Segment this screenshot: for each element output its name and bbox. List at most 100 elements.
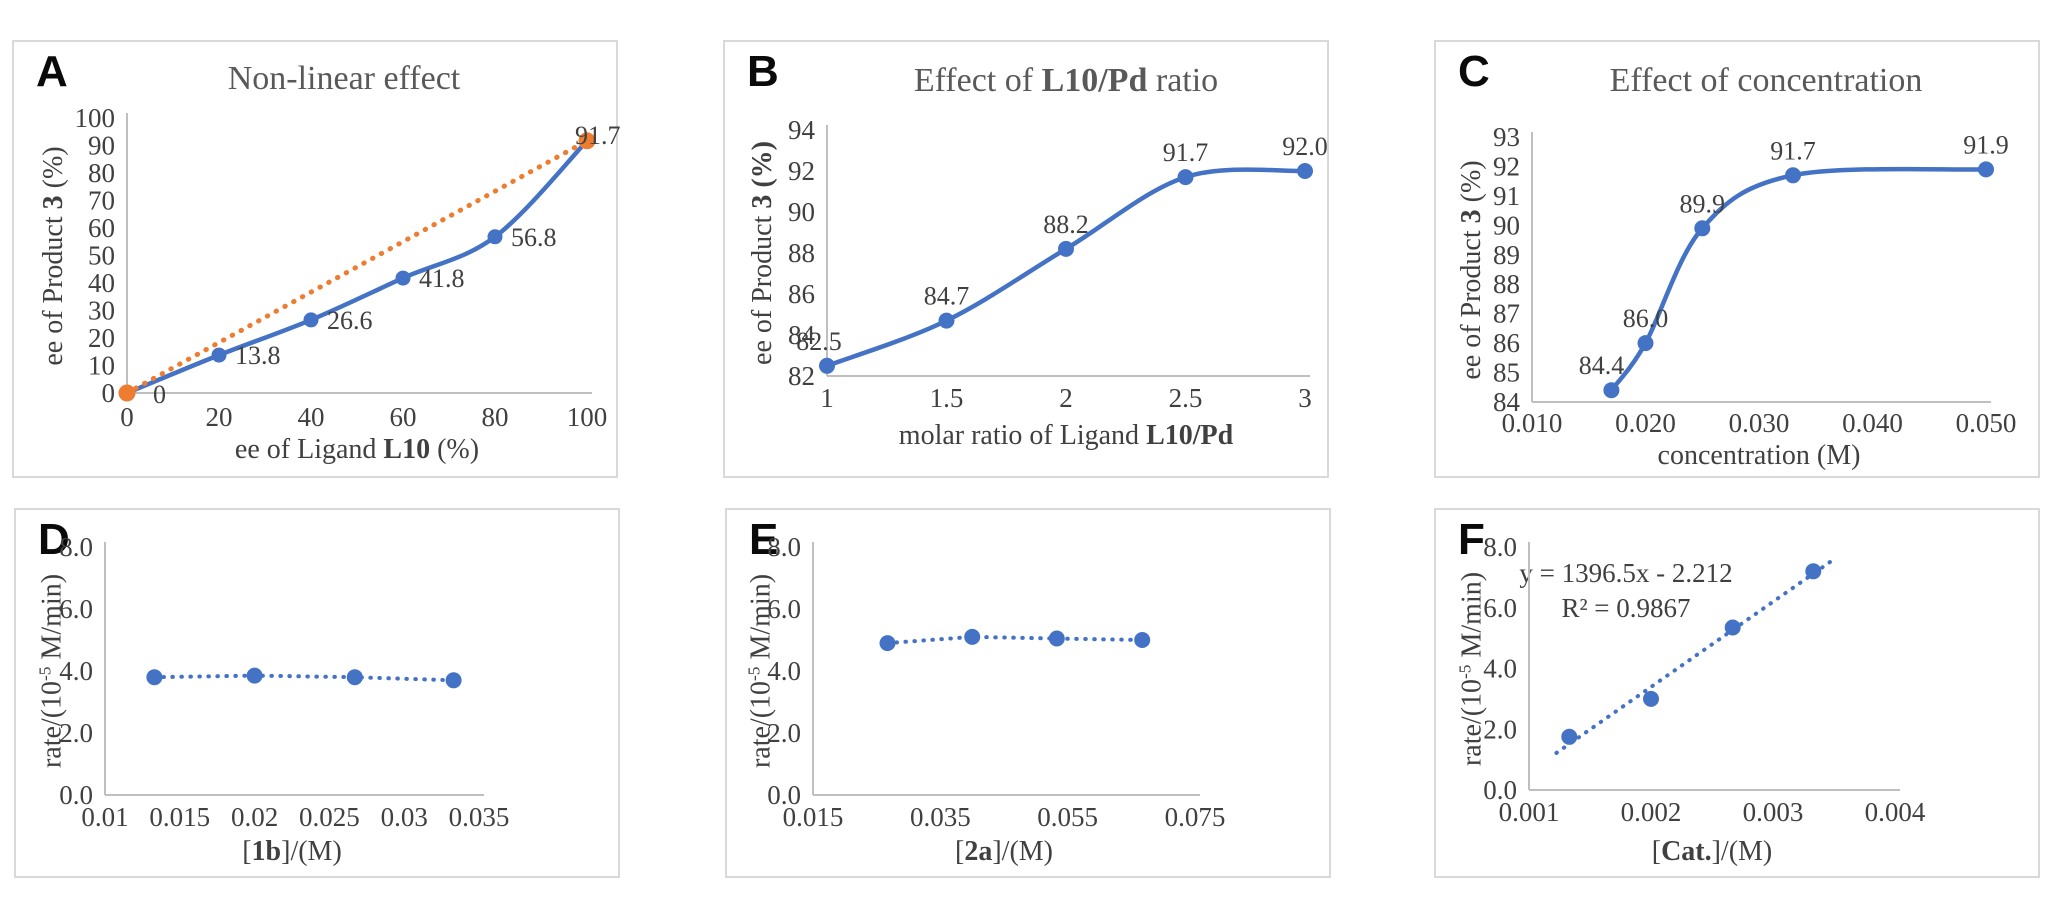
y-tick-label: 90 — [1493, 210, 1520, 240]
trend-equation: y = 1396.5x - 2.212 — [1519, 558, 1733, 588]
label-segment: concentration (M) — [1657, 440, 1861, 471]
x-tick-label: 0.035 — [910, 802, 971, 832]
y-tick-label: 88 — [788, 238, 815, 268]
label-segment: Effect of — [913, 62, 1042, 99]
data-label: 89.9 — [1680, 189, 1726, 218]
x-tick-label: 0.050 — [1956, 408, 2017, 438]
y-tick-label: 8.0 — [59, 532, 93, 562]
x-tick-label: 40 — [298, 402, 325, 432]
data-label: 13.8 — [235, 341, 281, 370]
y-tick-label: 92 — [1493, 151, 1520, 181]
x-tick-label: 1 — [820, 383, 834, 413]
x-tick-label: 100 — [567, 402, 608, 432]
y-tick-label: 10 — [88, 351, 115, 381]
chart-title: Non-linear effect — [228, 60, 461, 98]
panel-letter: D — [38, 515, 70, 564]
data-label: 92.0 — [1282, 132, 1328, 161]
data-point-marker — [578, 132, 596, 150]
panel-letter: F — [1458, 515, 1485, 564]
x-tick-label: 0.040 — [1842, 408, 1903, 438]
panel-letter: E — [749, 515, 779, 564]
x-tick-label: 3 — [1298, 383, 1312, 413]
y-tick-label: 2.0 — [767, 718, 801, 748]
label-segment: Effect of concentration — [1609, 62, 1923, 99]
label-segment: 1b — [251, 836, 282, 867]
y-tick-label: 0.0 — [1483, 775, 1517, 805]
panel-letter: B — [747, 47, 779, 96]
y-tick-label: 2.0 — [59, 718, 93, 748]
data-point-marker — [346, 669, 363, 686]
label-segment: [ — [1651, 836, 1662, 867]
x-axis-label: [Cat.]/(M) — [1652, 836, 1773, 868]
data-label: 84.4 — [1579, 351, 1625, 380]
plot-svg: 0.001 0.002 0.003 0.004 0.0 2.0 4.0 6.0 8.0 — [1483, 532, 1926, 827]
panel-b: B Effect of L10/Pd ratio ee of Product 3… — [723, 40, 1329, 478]
x-tick-label: 1.5 — [930, 383, 964, 413]
y-tick-label: 60 — [88, 213, 115, 243]
x-tick-label: 0.001 — [1499, 797, 1560, 827]
x-axis-label: [2a]/(M) — [955, 836, 1053, 868]
series-line — [824, 167, 1308, 369]
data-label: 91.7 — [575, 121, 620, 150]
data-point-marker — [303, 312, 319, 328]
panel-letter: A — [36, 47, 68, 96]
y-tick-label: 94 — [788, 115, 816, 145]
series-line — [1609, 166, 1989, 393]
data-point-marker — [445, 672, 462, 689]
label-segment: [ — [955, 836, 965, 867]
x-tick-label: 0.075 — [1165, 802, 1226, 832]
data-point-marker — [964, 628, 981, 645]
x-tick-label: 0 — [120, 402, 134, 432]
y-tick-label: 82 — [788, 361, 815, 391]
panel-e: E rate/(10-5 M/min) [2a]/(M) 0.015 0.035 0… — [725, 508, 1331, 878]
y-tick-label: 8.0 — [767, 532, 801, 562]
label-segment: Non-linear effect — [227, 60, 461, 97]
y-tick-label: 90 — [788, 197, 815, 227]
data-label: 26.6 — [327, 306, 373, 335]
y-tick-label: 87 — [1493, 299, 1520, 329]
plot-svg: 1 1.5 2 2.5 3 82 84 86 88 90 92 94 82.5 84.7 88.2 91.7 9… — [788, 115, 1328, 413]
data-point-marker — [1058, 240, 1074, 257]
x-axis-label: ee of Ligand L10 (%) — [235, 434, 479, 466]
y-tick-label: 20 — [88, 323, 115, 353]
data-label: 56.8 — [511, 223, 557, 252]
data-point-marker — [879, 635, 896, 652]
y-tick-label: 0 — [102, 378, 116, 408]
x-tick-label: 0.010 — [1502, 408, 1563, 438]
x-tick-label: 20 — [206, 402, 233, 432]
data-label: 0 — [153, 380, 166, 409]
x-tick-label: 0.030 — [1729, 408, 1790, 438]
data-point-marker — [1297, 163, 1313, 179]
y-tick-label: 2.0 — [1483, 714, 1517, 744]
x-tick-label: 0.002 — [1621, 797, 1682, 827]
label-segment: Cat. — [1661, 836, 1712, 867]
y-tick-label: 92 — [788, 156, 815, 186]
data-point-marker — [1134, 632, 1151, 648]
label-segment: ]/(M) — [992, 836, 1053, 867]
data-point-marker — [1177, 169, 1194, 186]
label-segment: ee of Ligand — [234, 434, 384, 465]
x-tick-label: 60 — [390, 402, 417, 432]
data-point-marker — [1724, 619, 1741, 636]
panel-a: A Non-linear effect ee of Product 3 (%) … — [12, 40, 620, 478]
y-tick-label: 93 — [1493, 122, 1520, 152]
label-segment: molar ratio of Ligand — [898, 420, 1147, 451]
x-tick-label: 0.020 — [1615, 408, 1676, 438]
label-segment: L10 — [383, 434, 431, 465]
x-axis-label: molar ratio of Ligand L10/Pd — [899, 420, 1233, 452]
x-tick-label: 0.035 — [449, 802, 510, 832]
y-tick-label: 50 — [88, 241, 115, 271]
x-tick-label: 2.5 — [1169, 383, 1203, 413]
data-point-marker — [1561, 728, 1578, 745]
data-label: 86.0 — [1623, 304, 1669, 333]
data-label: 84.7 — [924, 282, 970, 311]
label-segment: (%) — [430, 434, 480, 465]
data-point-marker — [1978, 161, 1994, 178]
y-tick-label: 4.0 — [59, 656, 93, 686]
x-axis-label: [1b]/(M) — [242, 836, 342, 868]
data-point-marker — [246, 667, 263, 684]
plot-svg: 0.015 0.035 0.055 0.075 0.0 2.0 4.0 6.0 8.0 — [767, 532, 1226, 832]
y-tick-label: 0.0 — [767, 780, 801, 810]
x-tick-label: 2 — [1059, 383, 1073, 413]
y-tick-label: 0.0 — [59, 780, 93, 810]
